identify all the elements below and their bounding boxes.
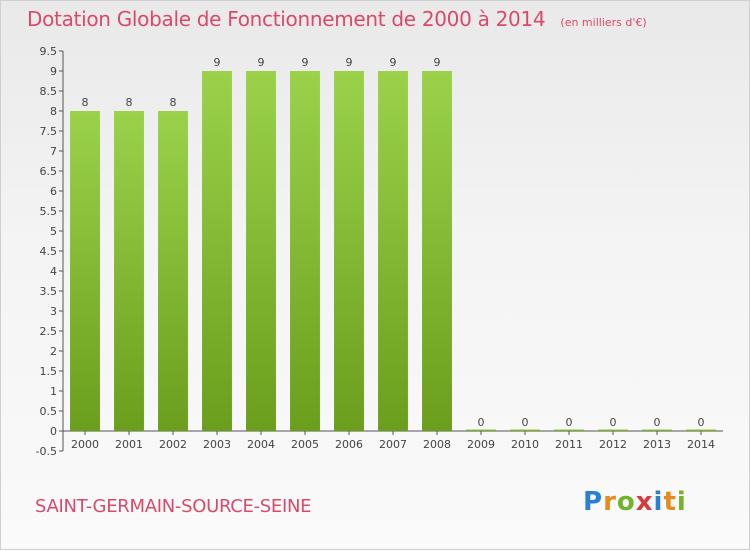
y-tick-label: 1.5 xyxy=(40,365,58,378)
x-tick-label: 2009 xyxy=(467,438,495,451)
bar-2011 xyxy=(554,429,584,431)
bar-value-label: 8 xyxy=(170,96,177,109)
bar-2000 xyxy=(70,111,100,431)
bar-value-label: 8 xyxy=(126,96,133,109)
bar-value-label: 0 xyxy=(610,416,617,429)
bar-2001 xyxy=(114,111,144,431)
x-tick-label: 2012 xyxy=(599,438,627,451)
bar-value-label: 9 xyxy=(434,56,441,69)
bar-value-label: 9 xyxy=(390,56,397,69)
y-tick-label: 8 xyxy=(50,105,57,118)
y-tick-label: 4 xyxy=(50,265,57,278)
chart-title-row: Dotation Globale de Fonctionnement de 20… xyxy=(27,7,647,31)
x-tick-label: 2010 xyxy=(511,438,539,451)
bar-value-label: 0 xyxy=(698,416,705,429)
x-tick-label: 2008 xyxy=(423,438,451,451)
logo-letter: x xyxy=(635,487,654,517)
bar-value-label: 9 xyxy=(214,56,221,69)
logo-letter: P xyxy=(583,487,604,517)
x-tick-label: 2014 xyxy=(687,438,715,451)
y-tick-label: 9.5 xyxy=(40,45,58,58)
bar-2010 xyxy=(510,429,540,431)
bar-value-label: 0 xyxy=(654,416,661,429)
y-tick-label: 9 xyxy=(50,65,57,78)
logo-letter: t xyxy=(663,487,677,517)
logo-letter: i xyxy=(676,487,687,517)
bar-value-label: 8 xyxy=(82,96,89,109)
bar-2014 xyxy=(686,429,716,431)
x-tick-label: 2006 xyxy=(335,438,363,451)
y-tick-label: 7.5 xyxy=(40,125,58,138)
y-tick-label: 0.5 xyxy=(40,405,58,418)
x-tick-label: 2001 xyxy=(115,438,143,451)
logo-letter: o xyxy=(616,487,636,517)
y-tick-label: 5 xyxy=(50,225,57,238)
y-tick-label: 8.5 xyxy=(40,85,58,98)
bar-2003 xyxy=(202,71,232,431)
x-tick-label: 2000 xyxy=(71,438,99,451)
x-tick-label: 2011 xyxy=(555,438,583,451)
y-tick-label: 3 xyxy=(50,305,57,318)
x-tick-label: 2013 xyxy=(643,438,671,451)
y-tick-label: -0.5 xyxy=(36,445,57,458)
logo-letter: r xyxy=(603,487,617,517)
bar-value-label: 9 xyxy=(258,56,265,69)
x-tick-label: 2005 xyxy=(291,438,319,451)
y-tick-label: 3.5 xyxy=(40,285,58,298)
x-tick-label: 2002 xyxy=(159,438,187,451)
bar-2007 xyxy=(378,71,408,431)
bar-2006 xyxy=(334,71,364,431)
bar-2005 xyxy=(290,71,320,431)
y-tick-label: 6 xyxy=(50,185,57,198)
bar-value-label: 9 xyxy=(302,56,309,69)
bar-2012 xyxy=(598,429,628,431)
y-tick-label: 5.5 xyxy=(40,205,58,218)
proxiti-logo: Proxiti xyxy=(583,487,687,517)
bar-2002 xyxy=(158,111,188,431)
chart-title: Dotation Globale de Fonctionnement de 20… xyxy=(27,7,546,31)
bar-value-label: 9 xyxy=(346,56,353,69)
y-tick-label: 2.5 xyxy=(40,325,58,338)
commune-name: SAINT-GERMAIN-SOURCE-SEINE xyxy=(35,496,312,517)
bar-2013 xyxy=(642,429,672,431)
x-tick-label: 2003 xyxy=(203,438,231,451)
bar-2004 xyxy=(246,71,276,431)
logo-letter: i xyxy=(653,487,664,517)
y-tick-label: 7 xyxy=(50,145,57,158)
x-tick-label: 2004 xyxy=(247,438,275,451)
y-tick-label: 6.5 xyxy=(40,165,58,178)
bar-2009 xyxy=(466,429,496,431)
y-tick-label: 0 xyxy=(50,425,57,438)
bar-2008 xyxy=(422,71,452,431)
bar-value-label: 0 xyxy=(566,416,573,429)
y-tick-label: 2 xyxy=(50,345,57,358)
chart-subtitle: (en milliers d'€) xyxy=(560,16,647,29)
bar-value-label: 0 xyxy=(478,416,485,429)
y-tick-label: 4.5 xyxy=(40,245,58,258)
x-tick-label: 2007 xyxy=(379,438,407,451)
y-tick-label: 1 xyxy=(50,385,57,398)
bar-value-label: 0 xyxy=(522,416,529,429)
